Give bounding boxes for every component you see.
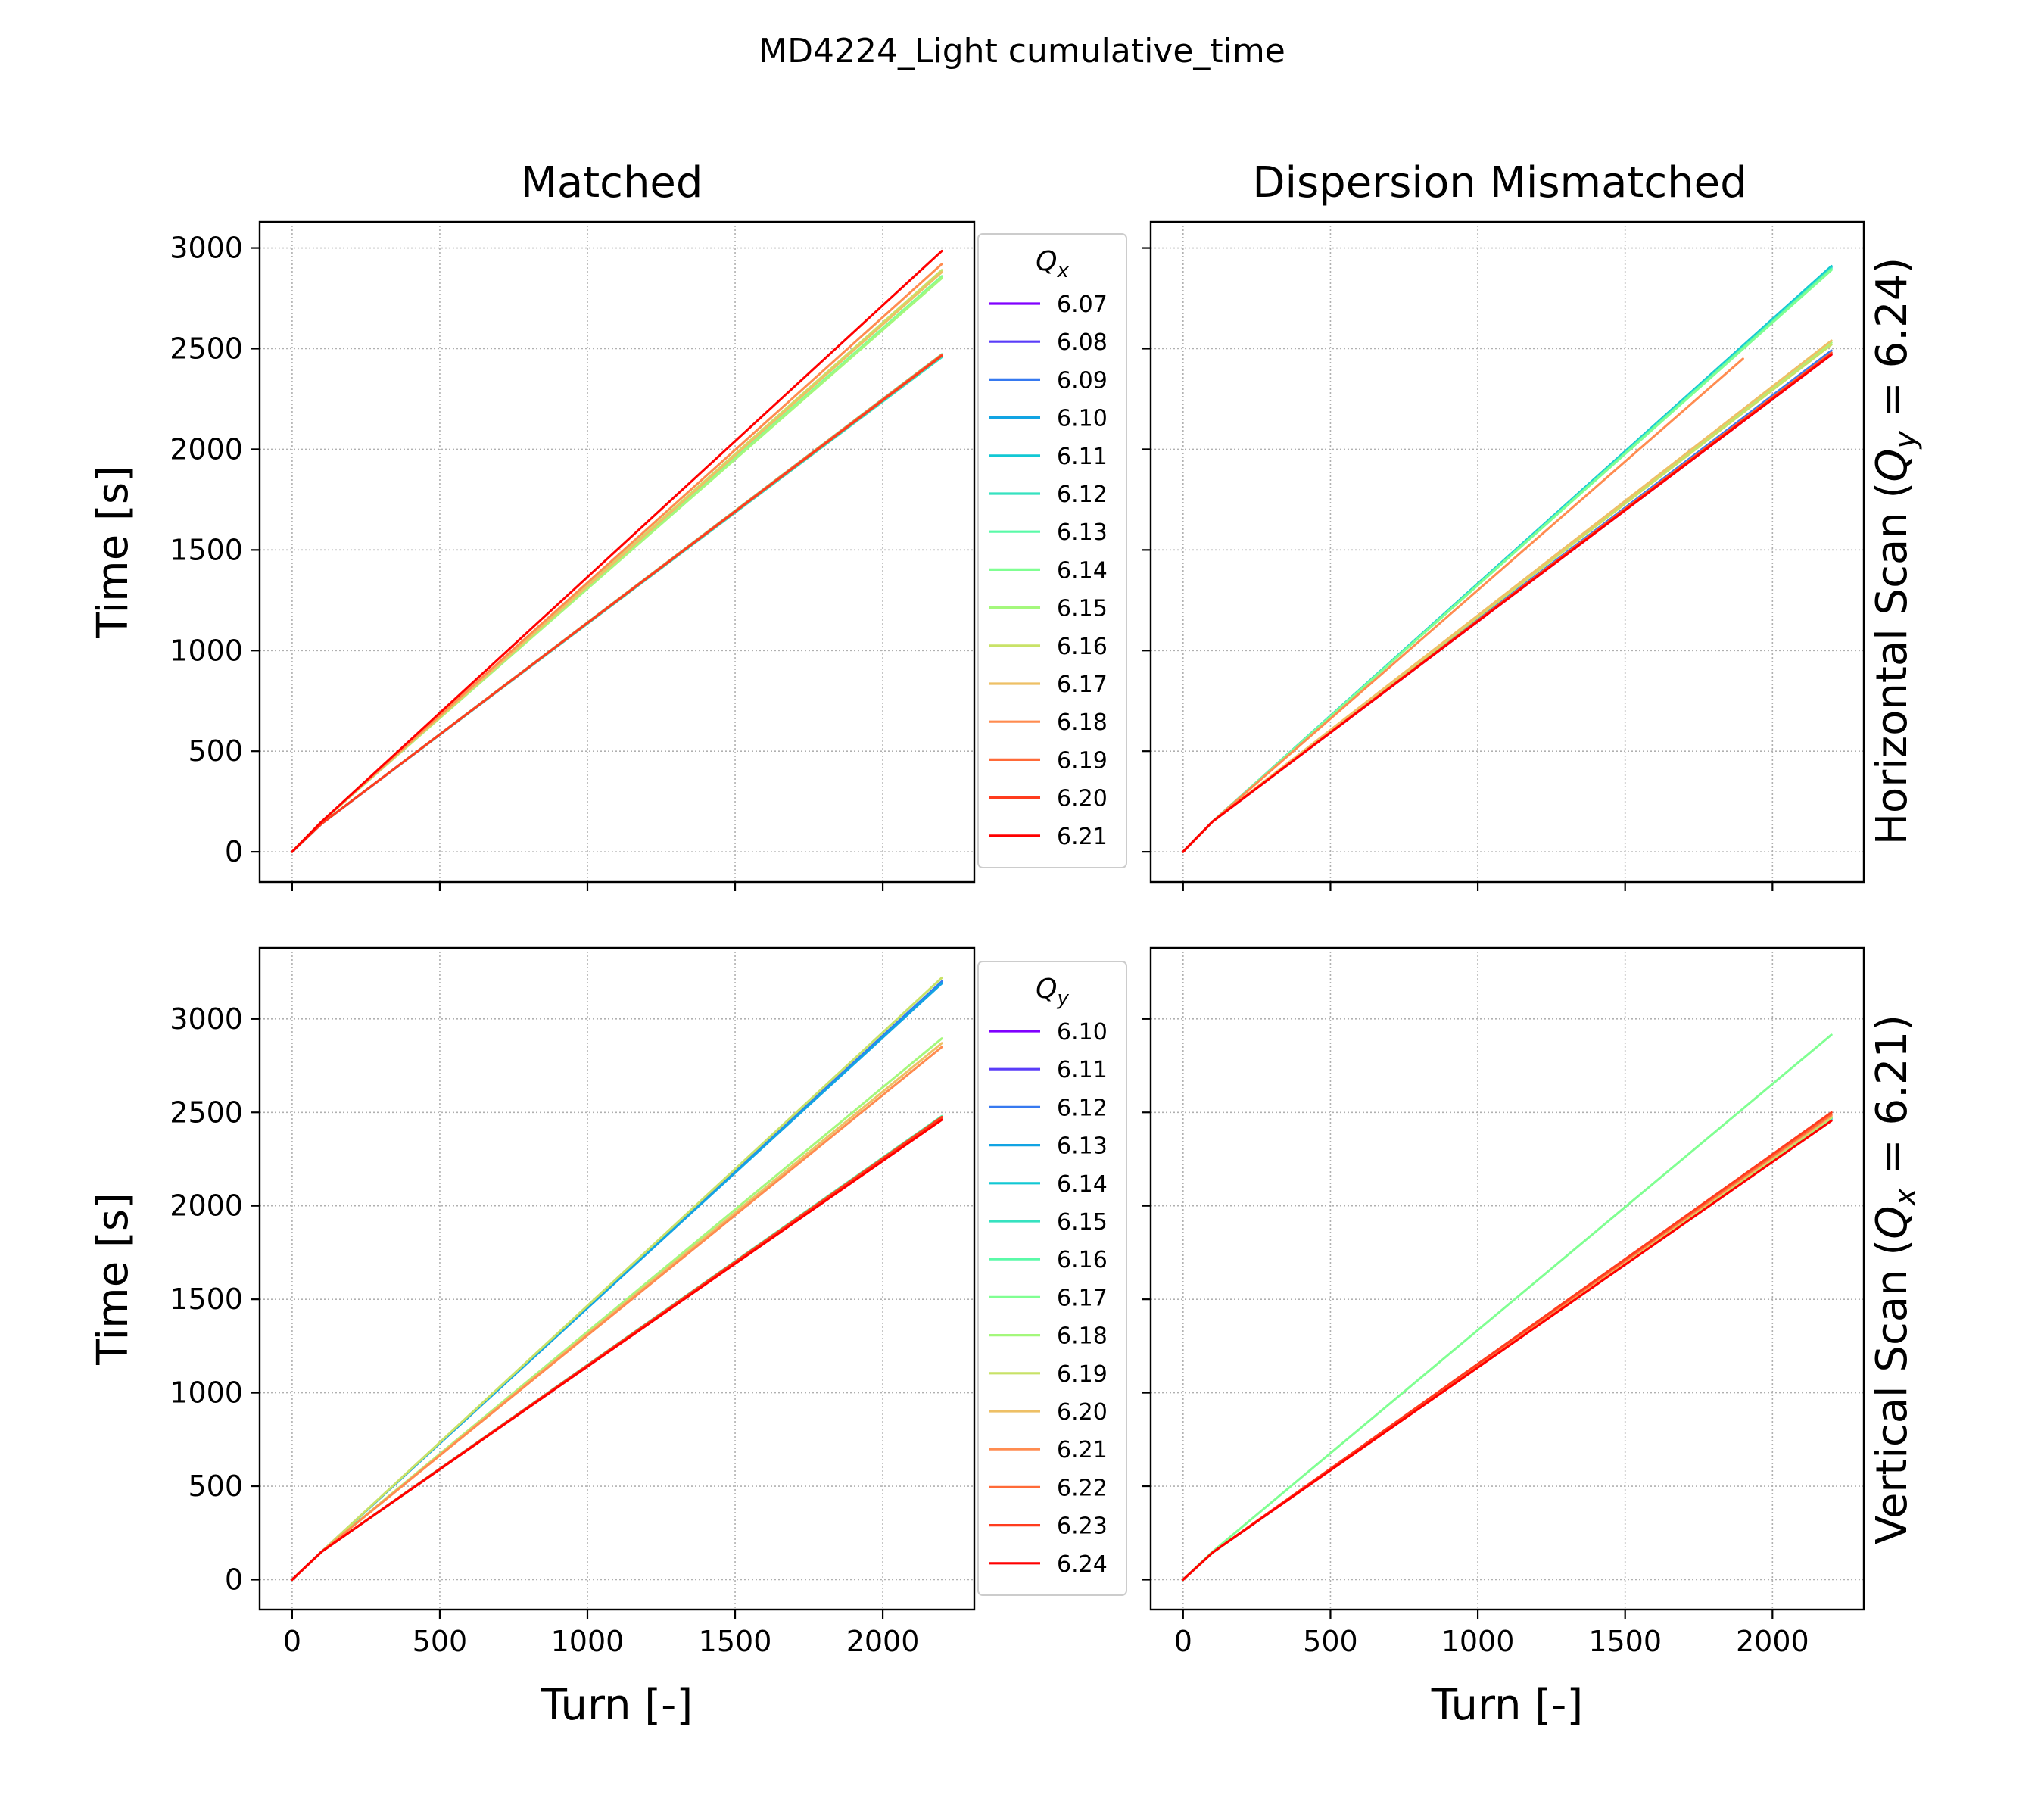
panel-2 bbox=[1142, 220, 1865, 891]
panel-1: 0 500 1000 1500 2000 2500 3000 Time [s] bbox=[89, 220, 976, 891]
legend-entry-label: 6.17 bbox=[1057, 1285, 1108, 1311]
y-tick-label: 2500 bbox=[170, 332, 243, 365]
legend-entry-label: 6.15 bbox=[1057, 1209, 1108, 1236]
y-axis-label: Time [s] bbox=[89, 466, 138, 639]
column-title-matched: Matched bbox=[521, 158, 703, 207]
y-tick-label: 500 bbox=[188, 734, 243, 768]
legend-entry-label: 6.23 bbox=[1057, 1513, 1108, 1540]
legend-title-subscript: x bbox=[1056, 260, 1069, 282]
x-tick-label: 1000 bbox=[551, 1625, 625, 1658]
legend-box bbox=[977, 233, 1127, 868]
axes-frame bbox=[1149, 220, 1865, 884]
legend-vertical: Qy6.106.116.126.136.146.156.166.176.186.… bbox=[977, 961, 1127, 1596]
legend-entry-label: 6.22 bbox=[1057, 1475, 1108, 1501]
y-tick-label: 1000 bbox=[170, 634, 243, 667]
legend-entry-label: 6.21 bbox=[1057, 824, 1108, 850]
legend-entry-label: 6.20 bbox=[1057, 786, 1108, 812]
legend-entry-label: 6.15 bbox=[1057, 596, 1108, 622]
legend-entry-label: 6.17 bbox=[1057, 672, 1108, 698]
figure-title: MD4224_Light cumulative_time bbox=[759, 32, 1285, 70]
x-tick-label: 2000 bbox=[846, 1625, 920, 1658]
legend-entry-label: 6.20 bbox=[1057, 1399, 1108, 1426]
legend-entry-label: 6.18 bbox=[1057, 1323, 1108, 1350]
legend-entry-label: 6.13 bbox=[1057, 1133, 1108, 1160]
series-line-6.21 bbox=[1182, 354, 1833, 853]
legend-entry-label: 6.16 bbox=[1057, 1247, 1108, 1273]
legend-entry-label: 6.10 bbox=[1057, 1019, 1108, 1046]
y-tick-label: 1500 bbox=[170, 533, 243, 566]
legend-entry-label: 6.14 bbox=[1057, 557, 1108, 584]
legend-entry-label: 6.14 bbox=[1057, 1171, 1108, 1198]
series-line-6.21 bbox=[291, 250, 943, 853]
x-tick-label: 0 bbox=[283, 1625, 301, 1658]
legend-box bbox=[977, 961, 1127, 1596]
y-tick-label: 2000 bbox=[170, 1189, 243, 1223]
legend-title-subscript: y bbox=[1056, 987, 1069, 1010]
x-tick-label: 500 bbox=[413, 1625, 468, 1658]
legend-entry-label: 6.07 bbox=[1057, 291, 1108, 318]
legend-entry-label: 6.12 bbox=[1057, 1095, 1108, 1121]
legend-entry-label: 6.24 bbox=[1057, 1551, 1108, 1578]
series-line-6.24 bbox=[1182, 1119, 1833, 1581]
legend-title: Qx bbox=[1036, 246, 1069, 282]
axes-frame bbox=[258, 220, 976, 884]
y-tick-label: 2000 bbox=[170, 432, 243, 466]
y-tick-label: 2500 bbox=[170, 1095, 243, 1129]
x-tick-label: 1500 bbox=[699, 1625, 772, 1658]
x-tick-label: 500 bbox=[1303, 1625, 1358, 1658]
x-tick-label: 2000 bbox=[1736, 1625, 1809, 1658]
legend-horizontal: Qx 6.07 6.08 6.09 6.10 6.11 6.12 6.13 6.14 6.15 6.… bbox=[977, 233, 1127, 868]
x-tick-label: 1500 bbox=[1588, 1625, 1662, 1658]
x-axis-label: Turn [-] bbox=[1431, 1681, 1583, 1730]
y-tick-label: 3000 bbox=[170, 1002, 243, 1036]
axes-frame bbox=[1149, 946, 1865, 1611]
y-tick-label: 500 bbox=[188, 1469, 243, 1503]
y-tick-label: 3000 bbox=[170, 232, 243, 265]
legend-entry-label: 6.21 bbox=[1057, 1437, 1108, 1463]
legend-entry-label: 6.10 bbox=[1057, 406, 1108, 432]
x-tick-label: 0 bbox=[1174, 1625, 1192, 1658]
series-line-6.24 bbox=[291, 1118, 943, 1581]
legend-entry-label: 6.11 bbox=[1057, 1057, 1108, 1083]
legend-entry-label: 6.19 bbox=[1057, 1361, 1108, 1388]
legends-group: Qx 6.07 6.08 6.09 6.10 6.11 6.12 6.13 6.14 6.15 6.… bbox=[977, 233, 1127, 1596]
legend-entry-label: 6.19 bbox=[1057, 747, 1108, 774]
axes-frame bbox=[258, 946, 976, 1611]
legend-entry-label: 6.11 bbox=[1057, 444, 1108, 470]
y-tick-label: 1500 bbox=[170, 1282, 243, 1316]
legend-entry-label: 6.16 bbox=[1057, 634, 1108, 660]
legend-entry-label: 6.12 bbox=[1057, 482, 1108, 508]
row-label-horizontal-scan: Horizontal Scan (Qy = 6.24) bbox=[1868, 257, 1923, 845]
x-axis-label: Turn [-] bbox=[541, 1681, 693, 1730]
x-tick-label: 1000 bbox=[1441, 1625, 1515, 1658]
panels-group: 0 500 1000 1500 2000 2500 3000 Time [s] 0 500 1000… bbox=[89, 220, 1865, 1730]
y-axis-label: Time [s] bbox=[89, 1192, 138, 1366]
legend-entry-label: 6.08 bbox=[1057, 329, 1108, 356]
y-tick-label: 1000 bbox=[170, 1376, 243, 1410]
panel-4: 0 500 1000 1500 2000 Turn [-] bbox=[1142, 946, 1865, 1730]
column-title-dispersion-mismatched: Dispersion Mismatched bbox=[1252, 158, 1746, 207]
y-tick-label: 0 bbox=[225, 1563, 243, 1596]
row-label-vertical-scan: Vertical Scan (Qx = 6.21) bbox=[1868, 1014, 1923, 1544]
y-tick-label: 0 bbox=[225, 835, 243, 868]
legend-entry-label: 6.18 bbox=[1057, 709, 1108, 736]
legend-entry-label: 6.13 bbox=[1057, 519, 1108, 546]
panel-3: 0 500 1000 1500 2000 0 500 1000 1500 2000 2500 3000… bbox=[89, 946, 976, 1730]
legend-entry-label: 6.09 bbox=[1057, 367, 1108, 394]
